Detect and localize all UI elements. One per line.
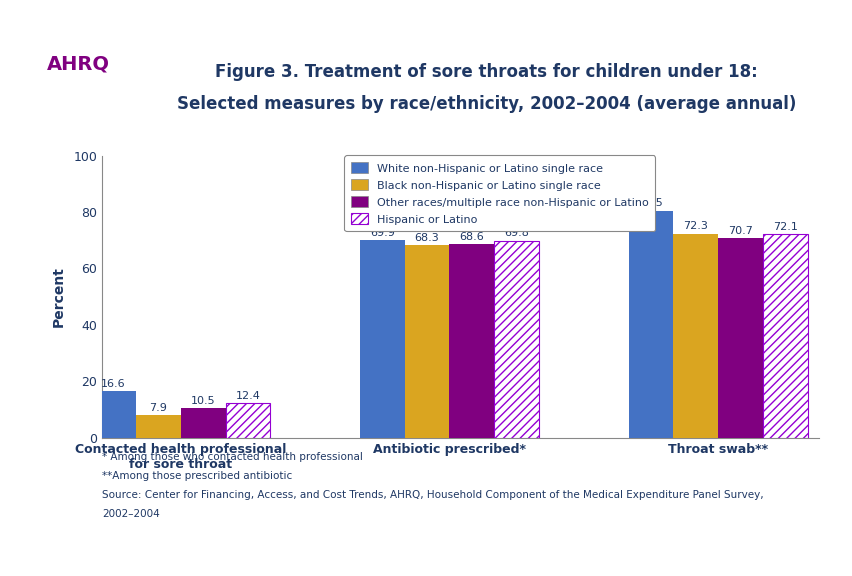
Bar — [493, 241, 538, 438]
Bar — [628, 211, 672, 438]
Text: 7.9: 7.9 — [149, 403, 167, 413]
Text: Selected measures by race/ethnicity, 2002–2004 (average annual): Selected measures by race/ethnicity, 200… — [176, 94, 795, 113]
Bar — [360, 240, 404, 438]
Text: Figure 3. Treatment of sore throats for children under 18:: Figure 3. Treatment of sore throats for … — [215, 63, 757, 81]
Bar — [181, 408, 225, 438]
Text: 69.9: 69.9 — [370, 228, 394, 238]
Text: 69.8: 69.8 — [504, 229, 528, 238]
Text: 72.1: 72.1 — [772, 222, 797, 232]
Bar — [672, 234, 717, 438]
Text: 72.3: 72.3 — [682, 221, 707, 232]
Text: 80.5: 80.5 — [638, 198, 663, 209]
Bar — [762, 234, 807, 438]
Bar — [91, 391, 135, 438]
Text: 16.6: 16.6 — [101, 378, 126, 389]
Text: Advancing
Excellence in
Health Care: Advancing Excellence in Health Care — [54, 83, 104, 113]
Text: Source: Center for Financing, Access, and Cost Trends, AHRQ, Household Component: Source: Center for Financing, Access, an… — [102, 490, 763, 500]
Legend: White non-Hispanic or Latino single race, Black non-Hispanic or Latino single ra: White non-Hispanic or Latino single race… — [344, 156, 654, 231]
Text: AHRQ: AHRQ — [48, 55, 110, 74]
Bar — [135, 415, 181, 438]
Bar — [449, 244, 493, 438]
Y-axis label: Percent: Percent — [51, 266, 66, 327]
Bar — [717, 238, 762, 438]
Bar — [225, 403, 270, 438]
Text: 70.7: 70.7 — [728, 226, 752, 236]
Text: 68.3: 68.3 — [414, 233, 439, 242]
Text: 2002–2004: 2002–2004 — [102, 509, 160, 519]
Text: 12.4: 12.4 — [235, 391, 260, 400]
Text: * Among those who contacted health professional: * Among those who contacted health profe… — [102, 452, 363, 462]
Text: **Among those prescribed antibiotic: **Among those prescribed antibiotic — [102, 471, 292, 481]
Text: 68.6: 68.6 — [459, 232, 484, 242]
Text: 10.5: 10.5 — [191, 396, 216, 406]
Bar — [404, 245, 449, 438]
